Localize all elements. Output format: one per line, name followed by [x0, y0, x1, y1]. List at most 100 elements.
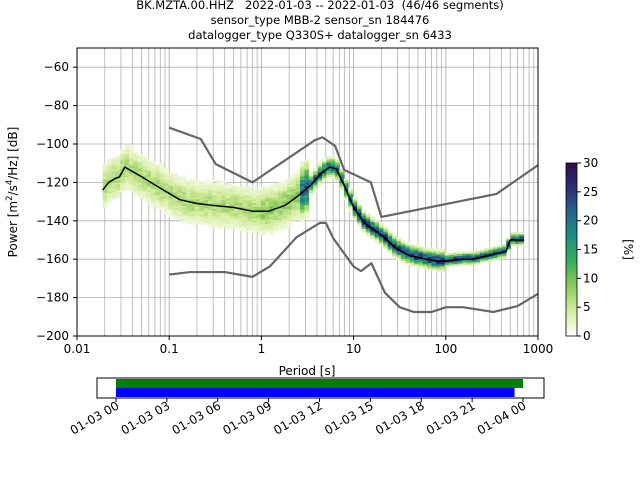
heatmap-cell [264, 187, 270, 190]
heatmap-cell [172, 192, 178, 195]
heatmap-cell [159, 192, 165, 195]
heatmap-cell [256, 198, 261, 202]
heatmap-cell [453, 252, 459, 255]
heatmap-cell [207, 198, 213, 201]
heatmap-cell [326, 170, 332, 173]
heatmap-cell [269, 230, 275, 233]
heatmap-cell [102, 178, 108, 181]
heatmap-cell [207, 192, 213, 196]
heatmap-cell [256, 225, 261, 229]
heatmap-cell [133, 166, 139, 169]
heatmap-cell [422, 254, 428, 257]
heatmap-cell [295, 170, 301, 173]
heatmap-cell [190, 196, 196, 199]
heatmap-cell [462, 259, 468, 262]
heatmap-cell [225, 219, 231, 222]
heatmap-cell [229, 193, 235, 196]
mode-line [102, 166, 524, 262]
heatmap-cell [313, 171, 318, 174]
heatmap-cell [436, 269, 441, 272]
heatmap-cell [177, 202, 183, 205]
heatmap-cell [453, 259, 459, 263]
heatmap-cell [229, 214, 235, 217]
heatmap-cell [405, 245, 411, 248]
heatmap-cell [357, 210, 362, 213]
heatmap-cell [177, 192, 183, 196]
heatmap-cell [300, 172, 305, 175]
heatmap-cell [295, 197, 301, 200]
heatmap-cell [177, 175, 183, 178]
heatmap-cell [251, 231, 257, 234]
heatmap-cell [155, 166, 161, 169]
heatmap-cell [146, 170, 152, 173]
heatmap-cell [282, 214, 288, 217]
heatmap-cell [405, 243, 411, 246]
heatmap-cell [207, 200, 213, 203]
heatmap-cell [286, 220, 292, 224]
heatmap-cell [392, 234, 397, 237]
heatmap-cell [273, 219, 279, 222]
heatmap-cell [387, 249, 393, 252]
heatmap-cell [471, 263, 476, 266]
heatmap-cell [133, 153, 139, 156]
heatmap-cell [251, 212, 257, 215]
heatmap-cell [216, 180, 222, 183]
heatmap-cell [343, 194, 349, 197]
heatmap-cell [300, 179, 305, 183]
heatmap-cell [238, 188, 244, 192]
heatmap-cell [339, 177, 345, 180]
heatmap-cell [194, 221, 200, 225]
heatmap-cell [177, 181, 183, 184]
heatmap-cell [247, 196, 253, 199]
heatmap-cell [216, 184, 222, 187]
heatmap-cell [339, 169, 345, 172]
heatmap-cell [361, 209, 367, 212]
heatmap-cell [501, 255, 507, 259]
heatmap-cell [295, 185, 301, 188]
heatmap-cell [431, 265, 437, 268]
heatmap-cell [383, 245, 389, 248]
heatmap-cell [133, 187, 139, 191]
heatmap-cell [387, 230, 393, 233]
heatmap-cell [339, 175, 345, 178]
heatmap-cell [247, 211, 253, 214]
heatmap-cell [300, 189, 305, 192]
availability-bar [116, 388, 515, 397]
heatmap-cell [282, 185, 288, 188]
heatmap-cell [269, 201, 275, 204]
heatmap-cell [243, 191, 248, 194]
heatmap-cell [300, 197, 305, 200]
heatmap-cell [264, 218, 270, 221]
heatmap-cell [291, 208, 297, 211]
heatmap-cell [203, 209, 209, 212]
heatmap-cell [155, 181, 161, 185]
heatmap-cell [409, 251, 415, 254]
heatmap-cell [304, 199, 310, 202]
heatmap-cell [212, 222, 218, 225]
heatmap-cell [186, 189, 191, 192]
heatmap-cell [514, 241, 520, 245]
heatmap-cell [291, 204, 297, 207]
heatmap-cell [221, 190, 226, 193]
heatmap-cell [449, 262, 454, 265]
heatmap-cell [352, 204, 358, 207]
heatmap-cell [159, 167, 165, 170]
heatmap-cell [243, 218, 248, 221]
heatmap-cell [247, 215, 253, 218]
heatmap-cell [313, 167, 318, 170]
heatmap-cell [155, 179, 161, 183]
heatmap-cell [115, 191, 121, 195]
heatmap-cell [212, 185, 218, 188]
heatmap-cell [120, 187, 126, 191]
heatmap-cell [234, 187, 240, 191]
heatmap-cell [431, 253, 437, 256]
heatmap-cell [374, 226, 380, 230]
heatmap-cell [115, 190, 121, 193]
heatmap-cell [225, 198, 231, 201]
heatmap-cell [400, 245, 406, 248]
heatmap-cell [190, 222, 196, 226]
heatmap-cell [357, 218, 362, 221]
heatmap-cell [234, 211, 240, 214]
heatmap-cell [308, 187, 314, 190]
heatmap-cell [102, 196, 108, 199]
